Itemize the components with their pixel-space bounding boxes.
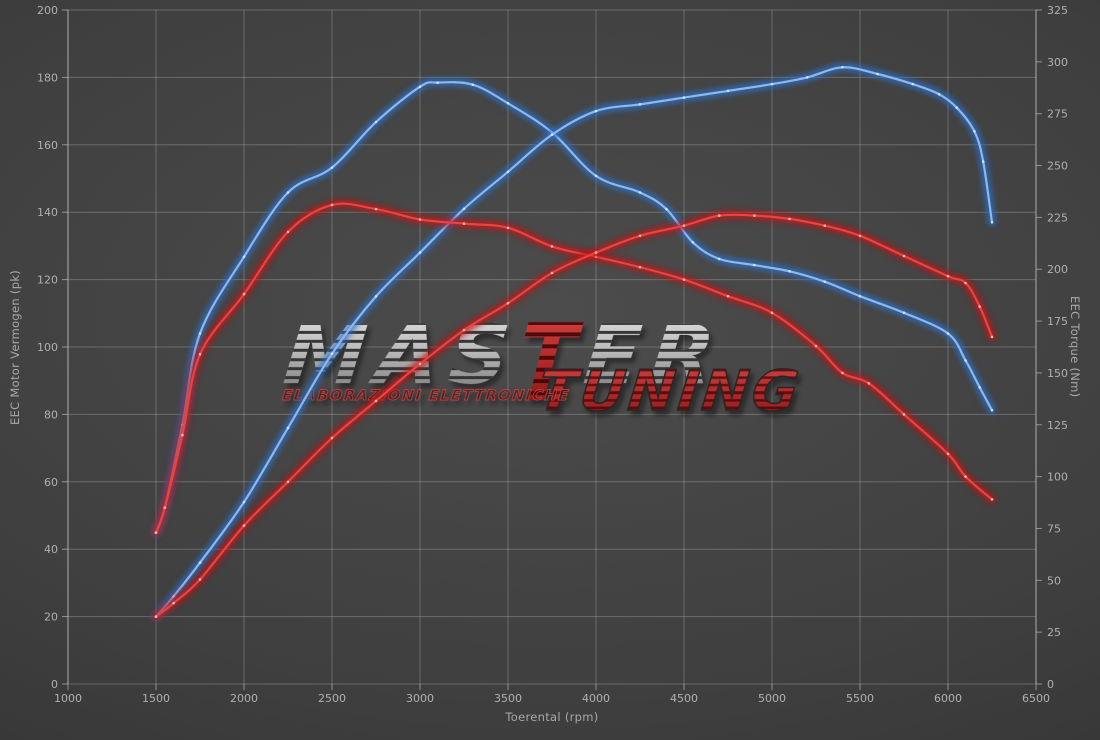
y-axis-right-title: EEC Torque (Nm) [1068,296,1082,398]
y-right-tick-label: 125 [1047,419,1068,432]
y-left-tick-label: 140 [37,206,58,219]
axis-tick-labels: 1000 1500 2000 2500 3000 3500 4000 4500 5000 5500… [37,4,1068,705]
y-axis-left-title: EEC Motor Vermogen (pk) [8,269,22,425]
x-tick-label: 4500 [670,692,698,705]
y-right-tick-label: 250 [1047,160,1068,173]
x-tick-label: 2500 [318,692,346,705]
series-stock-power [151,210,997,622]
x-tick-label: 2000 [230,692,258,705]
y-right-tick-label: 0 [1047,678,1054,691]
y-right-tick-label: 275 [1047,108,1068,121]
x-tick-label: 3000 [406,692,434,705]
y-left-tick-label: 120 [37,274,58,287]
y-left-tick-label: 80 [44,408,58,421]
y-right-tick-label: 300 [1047,56,1068,69]
y-right-tick-label: 50 [1047,574,1061,587]
series-stock-torque [151,199,997,538]
x-tick-label: 6500 [1022,692,1050,705]
x-tick-label: 4000 [582,692,610,705]
x-tick-label: 6000 [934,692,962,705]
y-left-tick-label: 160 [37,139,58,152]
y-right-tick-label: 175 [1047,315,1068,328]
x-axis-title: Toerental (rpm) [505,710,599,724]
x-tick-label: 1000 [54,692,82,705]
y-left-tick-label: 180 [37,71,58,84]
y-right-tick-label: 25 [1047,626,1061,639]
y-left-tick-label: 60 [44,476,58,489]
series-tuned-torque [151,77,997,538]
axis-spines [67,10,1037,684]
series-tuned-power [151,62,997,622]
y-left-tick-label: 20 [44,611,58,624]
x-tick-label: 1500 [142,692,170,705]
y-right-tick-label: 225 [1047,211,1068,224]
x-tick-label: 5500 [846,692,874,705]
y-left-tick-label: 40 [44,543,58,556]
y-right-tick-label: 100 [1047,471,1068,484]
y-right-tick-label: 200 [1047,263,1068,276]
y-left-tick-label: 100 [37,341,58,354]
y-left-tick-label: 200 [37,4,58,17]
x-tick-label: 5000 [758,692,786,705]
y-left-tick-label: 0 [51,678,58,691]
y-right-tick-label: 150 [1047,367,1068,380]
x-tick-label: 3500 [494,692,522,705]
axis-ticks [62,9,1042,690]
y-right-tick-label: 75 [1047,522,1061,535]
y-right-tick-label: 325 [1047,4,1068,17]
